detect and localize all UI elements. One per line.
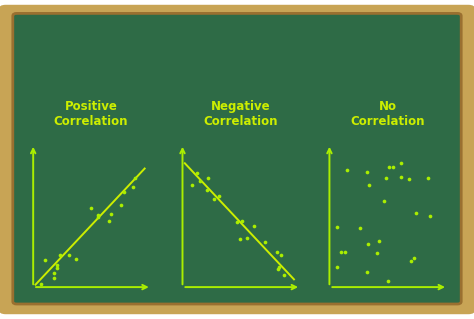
Point — [203, 188, 210, 193]
Point — [364, 169, 371, 174]
Point — [131, 175, 138, 181]
Point — [204, 175, 211, 181]
Point — [118, 202, 125, 207]
Point — [41, 258, 48, 263]
Text: Positive
Correlation: Positive Correlation — [54, 100, 128, 128]
Point — [197, 178, 204, 183]
Point — [365, 182, 373, 188]
Point — [65, 252, 73, 257]
Point — [53, 262, 61, 267]
Point — [363, 269, 371, 274]
Point — [365, 242, 372, 247]
Point — [56, 252, 64, 257]
Point — [121, 190, 128, 195]
Point — [424, 176, 432, 181]
Point — [250, 224, 257, 229]
Point — [210, 196, 218, 201]
Point — [236, 236, 244, 241]
Point — [383, 176, 390, 181]
Point — [188, 182, 195, 188]
Point — [105, 218, 113, 223]
Point — [94, 215, 102, 220]
Point — [238, 219, 246, 224]
Point — [129, 184, 137, 189]
Point — [274, 267, 282, 272]
Point — [384, 278, 392, 283]
Point — [406, 176, 413, 182]
Text: Negative
Correlation: Negative Correlation — [203, 100, 278, 128]
Point — [333, 265, 340, 270]
Point — [374, 250, 381, 256]
Point — [407, 258, 415, 263]
Point — [51, 276, 58, 281]
Point — [375, 238, 383, 243]
Point — [342, 250, 349, 255]
Point — [215, 194, 223, 199]
Point — [280, 273, 288, 278]
Point — [380, 198, 388, 203]
Point — [398, 160, 405, 165]
Point — [390, 165, 397, 170]
Point — [385, 165, 393, 170]
Point — [37, 282, 45, 287]
Point — [277, 253, 285, 258]
Point — [233, 219, 241, 225]
Text: No
Correlation: No Correlation — [350, 100, 425, 128]
Point — [426, 214, 434, 219]
Point — [53, 265, 61, 270]
Point — [410, 255, 418, 260]
Point — [337, 250, 345, 255]
Point — [108, 211, 115, 217]
Point — [261, 240, 269, 245]
Point — [275, 264, 283, 269]
Point — [343, 167, 350, 173]
Point — [334, 224, 341, 229]
Point — [72, 256, 80, 261]
Point — [412, 210, 419, 215]
Point — [273, 249, 281, 254]
Point — [94, 212, 102, 218]
Point — [244, 235, 251, 241]
Point — [51, 271, 58, 276]
Point — [356, 226, 364, 231]
Point — [87, 205, 95, 210]
Point — [398, 174, 405, 180]
Point — [193, 170, 201, 175]
